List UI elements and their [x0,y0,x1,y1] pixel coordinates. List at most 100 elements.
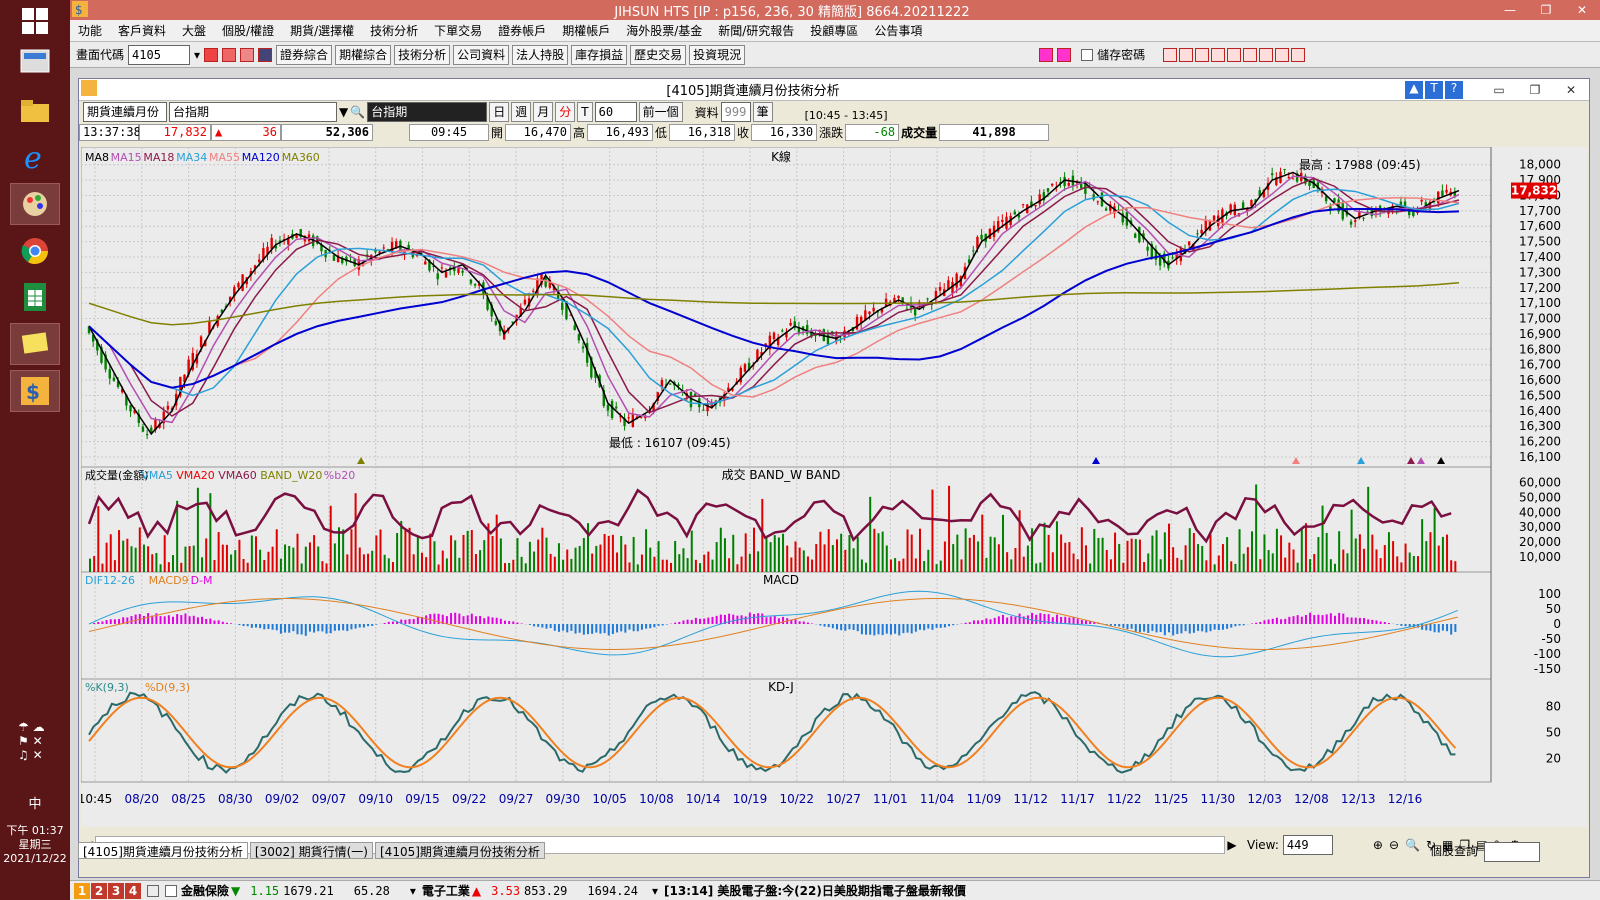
copy-icon[interactable]: ❐ [1459,838,1471,852]
window-tab[interactable]: [3002] 期貨行情(一) [249,842,373,859]
t-icon[interactable]: T [1425,80,1443,99]
menu-item[interactable]: 技術分析 [370,24,419,38]
screen-number-button[interactable]: 2 [91,882,107,899]
menu-item[interactable]: 證券帳戶 [498,24,547,38]
symbol-search-icon[interactable]: 🔍 [350,105,366,119]
menu-item[interactable]: 下單交易 [434,24,483,38]
news-ticker[interactable]: [13:14] 美股電子盤:今(22)日美股期指電子盤最新報價 [664,884,966,898]
screen-number-button[interactable]: 4 [125,882,141,899]
view-value[interactable]: 449 [1282,835,1333,855]
search-red-icon[interactable] [204,47,219,62]
menu-item[interactable]: 大盤 [182,24,207,38]
ime-indicator[interactable]: 中 [28,797,42,812]
period-button[interactable]: 月 [533,102,554,122]
table-icon[interactable] [1211,47,1226,62]
chrome-icon[interactable] [10,230,60,272]
text-icon[interactable] [1227,47,1242,62]
ie-icon[interactable]: e [10,136,60,178]
up-icon[interactable]: ▲ [1405,80,1423,99]
menu-item[interactable]: 功能 [78,24,103,38]
grid-icon[interactable] [1179,47,1194,62]
product-select[interactable]: 期貨連續月份 [83,102,167,122]
interval-select[interactable]: 60 [594,102,637,122]
restore-icon[interactable]: ❐ [1540,3,1552,17]
symbol-dropdown-icon[interactable]: ▼ [339,105,349,119]
spreadsheet-icon[interactable] [10,276,60,318]
zoom-out-icon[interactable]: ⊖ [1388,838,1399,852]
menu-item[interactable]: 海外股票/基金 [626,24,703,38]
period-button[interactable]: 分 [555,102,576,122]
inner-restore-icon[interactable]: ❐ [1529,82,1541,97]
dropdown-icon[interactable]: ▾ [194,47,201,62]
menu-down-icon[interactable] [258,47,273,62]
period-button[interactable]: T [577,102,593,122]
data-count-input[interactable]: 999 [720,102,751,122]
macd-histogram-bar [715,615,718,624]
screen-number-button[interactable]: 3 [108,882,124,899]
charts-svg[interactable]: 10:45 08/20 08/25 08/30 09/02 09/07 09/10 09/15… [78,146,1587,827]
bar-unit-button[interactable]: 筆 [752,102,773,122]
menu-item[interactable]: 投顧專區 [810,24,859,38]
list-icon[interactable] [1195,47,1210,62]
toolbar-button[interactable]: 期權綜合 [335,44,392,65]
close-icon[interactable]: ✕ [1576,3,1588,17]
inner-close-icon[interactable]: ✕ [1565,82,1577,97]
menu-item[interactable]: 期貨/選擇權 [290,24,355,38]
zoom-in-icon[interactable]: ⊕ [1372,838,1383,852]
windows-start-icon[interactable] [10,0,60,42]
macd-histogram-bar [470,613,473,624]
lock-icon[interactable] [147,884,159,897]
window-tab[interactable]: [4105]期貨連續月份技術分析 [375,842,545,859]
menu-item[interactable]: 期權帳戶 [562,24,611,38]
screen-number-button[interactable]: 1 [74,882,90,899]
item1-dropdown-icon[interactable]: ▾ [409,883,416,898]
menu-item[interactable]: 公告事項 [874,24,923,38]
period-button[interactable]: 週 [511,102,532,122]
period-button[interactable]: 日 [489,102,510,122]
jihsun-app-icon[interactable]: $ [10,370,60,412]
sticky-note-icon[interactable] [10,323,60,365]
folder-icon[interactable] [10,90,60,132]
chart-area[interactable]: 10:45 08/20 08/25 08/30 09/02 09/07 09/10 09/15… [78,146,1587,827]
macd-histogram-bar [1051,617,1054,624]
layout-icon[interactable]: ▤ [1476,838,1488,852]
toolbar-button[interactable]: 庫存損益 [571,44,628,65]
window-red-icon[interactable] [222,47,237,62]
monitor-icon[interactable] [10,42,60,84]
toolbar-button[interactable]: 歷史交易 [630,44,687,65]
menu-item[interactable]: 新聞/研究報告 [718,24,795,38]
screen-code-input[interactable]: 4105 [128,44,191,65]
toolbar-button[interactable]: 公司資料 [453,44,510,65]
toolbar-button[interactable]: 法人持股 [512,44,569,65]
scroll-right-icon[interactable]: ▶ [1227,838,1237,852]
symbol-input[interactable]: 台指期 [169,102,337,122]
doc-icon[interactable] [1243,47,1258,62]
toolbar-button[interactable]: 投資現況 [689,44,746,65]
paint-icon[interactable] [10,183,60,225]
menu-item[interactable]: 客戶資料 [118,24,167,38]
tools-icon[interactable] [1275,47,1290,62]
indicator-icon[interactable]: ▦ [1442,838,1454,852]
toolbar-button[interactable]: 證券綜合 [276,44,333,65]
toolbar-button[interactable]: 技術分析 [394,44,451,65]
draw-icon[interactable] [1163,47,1178,62]
help-icon[interactable]: ? [1445,80,1463,99]
refresh-icon[interactable]: ↻ [1425,838,1437,852]
menu-item[interactable]: 個股/權證 [222,24,275,38]
item2-dropdown-icon[interactable]: ▾ [651,883,659,898]
stock-query-input[interactable] [1484,842,1541,862]
inner-minimize-icon[interactable]: ▭ [1493,82,1505,97]
dif-line [88,590,1458,658]
ticker-checkbox[interactable] [165,884,177,897]
chart-icon[interactable] [1259,47,1274,62]
arrow-left-red-icon[interactable] [1039,47,1054,62]
window-tab[interactable]: [4105]期貨連續月份技術分析 [78,842,248,859]
print-red-icon[interactable] [240,47,255,62]
save-password-checkbox[interactable] [1081,48,1094,61]
minimize-icon[interactable]: — [1504,3,1516,17]
volume-bar [877,533,880,572]
user-icon[interactable] [1291,47,1306,62]
prev-button[interactable]: 前一個 [638,102,683,122]
magnify-icon[interactable]: 🔍 [1405,838,1420,852]
arrow-right-red-icon[interactable] [1057,47,1072,62]
